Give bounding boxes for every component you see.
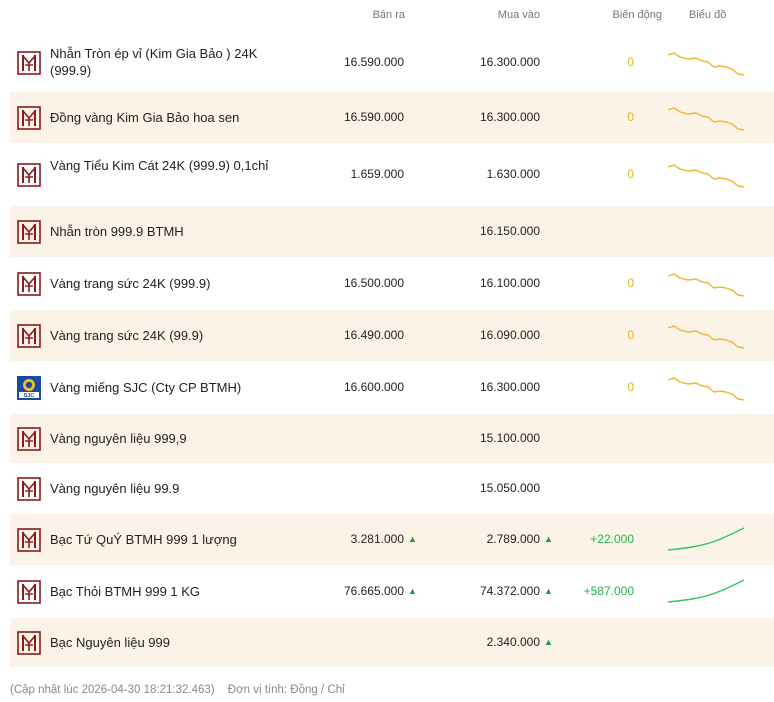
buy-price: 15.050.000 [479, 481, 540, 495]
price-change: 0 [627, 328, 634, 342]
up-arrow-icon: ▲ [544, 534, 553, 544]
price-change: 0 [627, 167, 634, 181]
buy-price: 15.100.000 [479, 431, 540, 445]
table-row[interactable]: Nhẫn Tròn ép vỉ (Kim Gia Bảo ) 24K (999.… [10, 34, 774, 92]
sparkline-chart[interactable] [667, 374, 746, 402]
sell-price: 3.281.000 [350, 532, 404, 546]
price-change: +22.000 [590, 532, 634, 546]
btmh-logo [17, 477, 41, 501]
product-name: Bạc Nguyên liệu 999 [50, 635, 170, 650]
table-header: Bán ra Mua vào Biến động Biểu đồ [0, 0, 774, 34]
up-arrow-icon: ▲ [408, 586, 417, 596]
price-change: +587.000 [583, 584, 634, 598]
table-row[interactable]: Nhẫn tròn 999.9 BTMH 16.150.000 [10, 206, 774, 258]
product-name: Vàng trang sức 24K (999.9) [50, 276, 211, 291]
buy-price: 16.150.000 [479, 224, 540, 238]
header-chart: Biểu đồ [689, 9, 727, 21]
buy-price: 1.630.000 [486, 167, 540, 181]
buy-price: 74.372.000 [479, 584, 540, 598]
sell-price: 16.490.000 [343, 328, 404, 342]
btmh-logo [17, 163, 41, 187]
btmh-logo [17, 51, 41, 75]
up-arrow-icon: ▲ [544, 586, 553, 596]
sjc-logo: SJC [17, 376, 41, 400]
btmh-logo [17, 106, 41, 130]
btmh-logo [17, 220, 41, 244]
up-arrow-icon: ▲ [544, 637, 553, 647]
table-row[interactable]: Đồng vàng Kim Gia Bảo hoa sen 16.590.000… [10, 92, 774, 144]
sparkline-chart[interactable] [667, 322, 746, 350]
sparkline-chart[interactable] [667, 161, 746, 189]
product-name: Đồng vàng Kim Gia Bảo hoa sen [50, 110, 240, 125]
sell-price: 16.590.000 [343, 55, 404, 69]
product-name: Bạc Tứ QuÝ BTMH 999 1 lượng [50, 532, 237, 547]
sell-price: 16.590.000 [343, 110, 404, 124]
table-row[interactable]: Bạc Thỏi BTMH 999 1 KG 76.665.000 ▲ 74.3… [10, 566, 774, 618]
header-buy: Mua vào [497, 9, 540, 21]
price-table: Nhẫn Tròn ép vỉ (Kim Gia Bảo ) 24K (999.… [10, 34, 774, 668]
unit-label: Đơn vị tính: Đồng / Chỉ [227, 684, 345, 696]
btmh-logo [17, 427, 41, 451]
btmh-logo [17, 272, 41, 296]
sell-price: 1.659.000 [350, 167, 404, 181]
header-change: Biến động [612, 9, 662, 21]
table-row[interactable]: Vàng trang sức 24K (999.9) 16.500.000 16… [10, 258, 774, 310]
table-row[interactable]: Vàng nguyên liệu 999,9 15.100.000 [10, 414, 774, 464]
btmh-logo [17, 528, 41, 552]
buy-price: 2.789.000 [486, 532, 540, 546]
buy-price: 2.340.000 [486, 635, 540, 649]
product-name: Vàng nguyên liệu 99.9 [50, 481, 180, 496]
table-row[interactable]: Bạc Nguyên liệu 999 2.340.000 ▲ [10, 618, 774, 668]
price-change: 0 [627, 380, 634, 394]
buy-price: 16.090.000 [479, 328, 540, 342]
sparkline-chart[interactable] [667, 270, 746, 298]
btmh-logo [17, 324, 41, 348]
up-arrow-icon: ▲ [408, 534, 417, 544]
product-name: Bạc Thỏi BTMH 999 1 KG [50, 584, 201, 599]
table-row[interactable]: Vàng trang sức 24K (99.9) 16.490.000 16.… [10, 310, 774, 362]
product-name: Vàng trang sức 24K (99.9) [50, 328, 204, 343]
sell-price: 16.600.000 [343, 380, 404, 394]
table-row[interactable]: Vàng nguyên liệu 99.9 15.050.000 [10, 464, 774, 514]
price-change: 0 [627, 55, 634, 69]
header-sell: Bán ra [372, 9, 405, 21]
btmh-logo [17, 580, 41, 604]
price-change: 0 [627, 276, 634, 290]
buy-price: 16.300.000 [479, 110, 540, 124]
product-name: Vàng miếng SJC (Cty CP BTMH) [50, 380, 242, 395]
table-row[interactable]: SJC Vàng miếng SJC (Cty CP BTMH) 16.600.… [10, 362, 774, 414]
update-time: (Cập nhật lúc 2026-04-30 18:21:32.463) [10, 684, 215, 696]
product-name: Nhẫn Tròn ép vỉ (Kim Gia Bảo ) 24K (999.… [50, 46, 258, 78]
sell-price: 76.665.000 [343, 584, 404, 598]
buy-price: 16.300.000 [479, 380, 540, 394]
sparkline-chart[interactable] [667, 578, 746, 606]
sparkline-chart[interactable] [667, 49, 746, 77]
buy-price: 16.100.000 [479, 276, 540, 290]
buy-price: 16.300.000 [479, 55, 540, 69]
table-row[interactable]: Vàng Tiểu Kim Cát 24K (999.9) 0,1chỉ 1.6… [10, 144, 774, 206]
sell-price: 16.500.000 [343, 276, 404, 290]
sparkline-chart[interactable] [667, 526, 746, 554]
footer: (Cập nhật lúc 2026-04-30 18:21:32.463) Đ… [10, 684, 355, 696]
table-row[interactable]: Bạc Tứ QuÝ BTMH 999 1 lượng 3.281.000 ▲ … [10, 514, 774, 566]
product-name: Nhẫn tròn 999.9 BTMH [50, 224, 184, 239]
product-name: Vàng nguyên liệu 999,9 [50, 431, 187, 446]
svg-text:SJC: SJC [24, 393, 35, 399]
btmh-logo [17, 631, 41, 655]
sparkline-chart[interactable] [667, 104, 746, 132]
product-name: Vàng Tiểu Kim Cát 24K (999.9) 0,1chỉ [50, 158, 269, 173]
price-change: 0 [627, 110, 634, 124]
